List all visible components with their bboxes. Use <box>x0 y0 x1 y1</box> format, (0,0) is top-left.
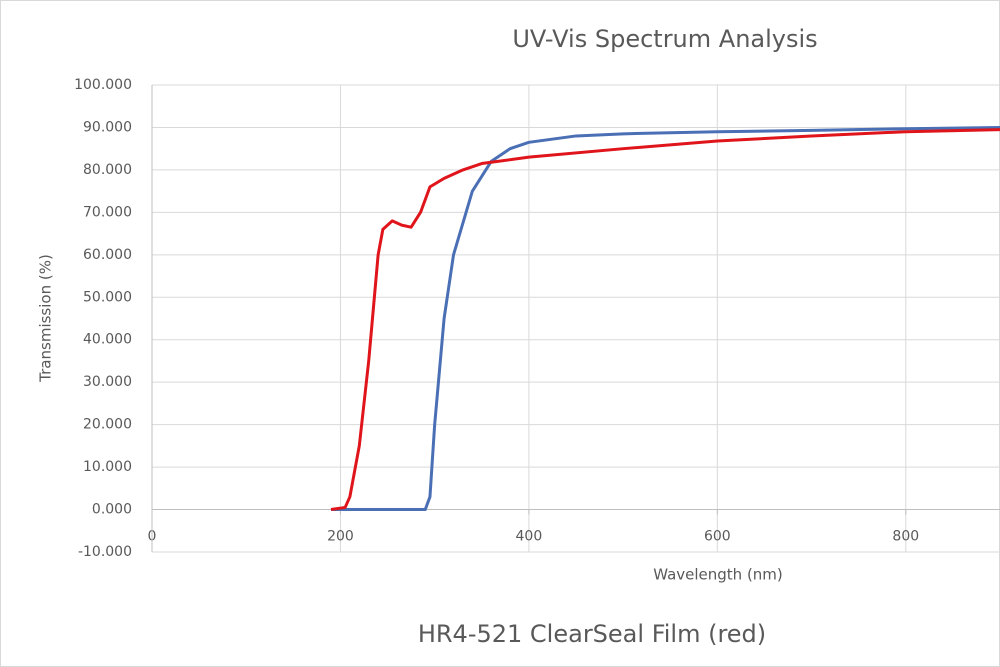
y-tick-label: 90.000 <box>83 119 132 135</box>
y-tick-label: 20.000 <box>83 417 132 433</box>
y-tick-label: 70.000 <box>83 204 132 220</box>
y-tick-label: 0.000 <box>92 502 132 518</box>
y-axis-label: Transmission (%) <box>37 254 55 383</box>
x-tick-label: 800 <box>892 529 919 545</box>
series-line <box>331 125 1000 512</box>
y-tick-label: 30.000 <box>83 374 132 390</box>
y-tick-label: 60.000 <box>83 247 132 263</box>
x-tick-label: 200 <box>327 529 354 545</box>
y-tick-label: 100.000 <box>74 77 132 93</box>
series-line <box>330 128 1000 512</box>
x-axis-label: Wavelength (nm) <box>653 566 783 584</box>
chart-title: UV-Vis Spectrum Analysis <box>512 25 817 53</box>
y-tick-label: -10.000 <box>78 544 132 560</box>
y-tick-label: 10.000 <box>83 459 132 475</box>
x-tick-label: 400 <box>516 529 543 545</box>
y-tick-label: 40.000 <box>83 332 132 348</box>
chart-caption: HR4-521 ClearSeal Film (red) <box>418 620 766 648</box>
y-tick-label: 80.000 <box>83 162 132 178</box>
x-tick-label: 600 <box>704 529 731 545</box>
y-tick-label: 50.000 <box>83 289 132 305</box>
